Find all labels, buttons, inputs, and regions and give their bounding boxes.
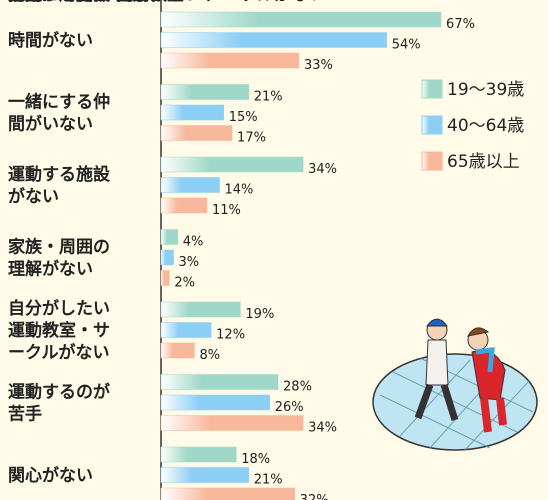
bar <box>161 126 232 141</box>
bar <box>161 250 174 265</box>
value-label: 34% <box>308 421 337 436</box>
bar <box>161 157 303 172</box>
value-label: 21% <box>254 473 283 488</box>
bar <box>161 395 270 410</box>
value-label: 32% <box>300 493 329 500</box>
legend-swatch <box>422 80 442 98</box>
bar <box>161 271 169 286</box>
bar <box>161 105 224 120</box>
bar <box>161 323 211 338</box>
bar <box>161 198 207 213</box>
bar <box>161 230 178 245</box>
value-label: 12% <box>216 328 245 343</box>
value-label: 67% <box>446 17 475 32</box>
value-label: 3% <box>179 255 200 270</box>
legend-label: 65歳以上 <box>447 152 520 172</box>
bar <box>161 447 236 462</box>
bar <box>161 343 194 358</box>
bar <box>161 53 299 68</box>
bar <box>161 488 295 500</box>
legend-swatch <box>422 152 442 170</box>
value-label: 15% <box>229 110 258 125</box>
value-label: 21% <box>254 90 283 105</box>
bar <box>161 302 240 317</box>
bar <box>161 33 387 48</box>
legend-label: 19〜39歳 <box>447 80 524 100</box>
value-label: 18% <box>241 452 270 467</box>
value-label: 33% <box>304 58 333 73</box>
value-label: 54% <box>392 38 421 53</box>
value-label: 4% <box>183 235 204 250</box>
value-label: 2% <box>174 276 195 291</box>
bar <box>161 416 303 431</box>
value-label: 17% <box>237 131 266 146</box>
value-label: 34% <box>308 162 337 177</box>
legend-swatch <box>422 116 442 134</box>
chart: 時間がない時間がない67%54%33%一緒にする仲 間がいない一緒にする仲間がい… <box>0 0 548 500</box>
bar <box>161 468 249 483</box>
value-label: 8% <box>199 348 220 363</box>
value-label: 26% <box>275 400 304 415</box>
legend-label: 40〜64歳 <box>447 116 524 136</box>
value-label: 11% <box>212 203 241 218</box>
value-label: 28% <box>283 380 312 395</box>
value-label: 19% <box>245 307 274 322</box>
bar <box>161 375 278 390</box>
bar <box>161 85 249 100</box>
bar <box>161 12 441 27</box>
bar <box>161 178 220 193</box>
value-label: 14% <box>225 183 254 198</box>
